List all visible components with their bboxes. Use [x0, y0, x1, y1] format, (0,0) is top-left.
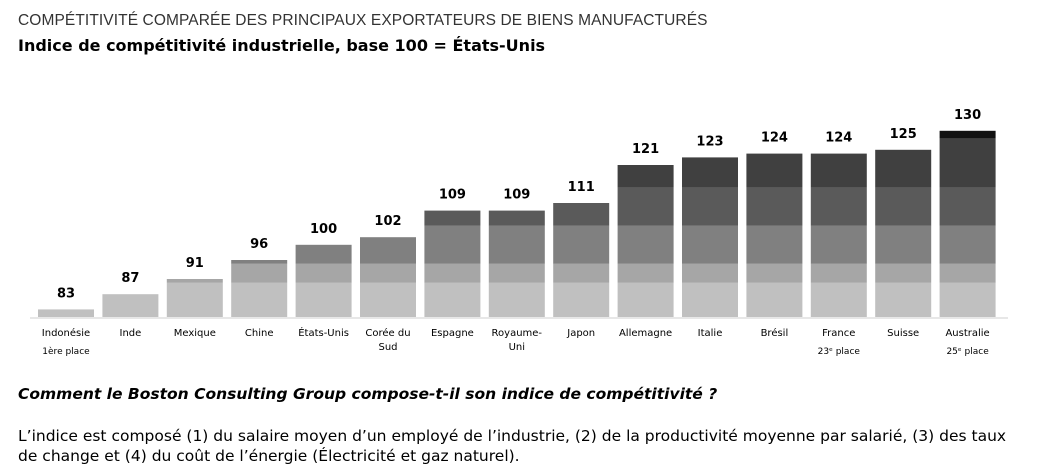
bar-segment	[488, 263, 545, 283]
category-label: Sud	[378, 342, 397, 353]
bar-segment	[553, 263, 610, 283]
bar-segment	[746, 187, 803, 226]
bar-segment	[746, 225, 803, 264]
value-label: 123	[696, 134, 723, 149]
value-label: 130	[954, 108, 981, 123]
bar-segment	[424, 263, 481, 283]
value-label: 96	[250, 237, 268, 252]
category-label: Chine	[245, 328, 274, 339]
bar-segment	[231, 260, 288, 264]
category-label: Uni	[509, 342, 525, 353]
rank-note: 1ère place	[42, 346, 90, 357]
bar-segment	[553, 225, 610, 264]
category-label: Mexique	[174, 328, 216, 339]
bar-segment	[875, 225, 932, 264]
bar-segment	[166, 282, 223, 317]
category-label: France	[822, 328, 855, 339]
bar-segment	[682, 157, 738, 188]
rank-note: 23ᵉ place	[818, 347, 861, 357]
bar-segment	[488, 210, 545, 226]
bar-segment	[939, 138, 996, 188]
bar-segment	[231, 263, 288, 283]
value-label: 109	[503, 188, 530, 203]
value-label: 100	[310, 222, 337, 237]
bar-segment	[617, 282, 674, 317]
bar-segment	[682, 225, 738, 264]
bar-segment	[875, 282, 932, 317]
category-label: Royaume-	[492, 328, 543, 339]
category-label: Inde	[120, 328, 142, 339]
value-label: 124	[761, 131, 788, 146]
value-label: 102	[374, 214, 401, 229]
category-label: Espagne	[431, 328, 474, 339]
bar-segment	[617, 263, 674, 283]
category-label: États-Unis	[298, 326, 349, 339]
bar-segment	[295, 244, 352, 264]
bar-segment	[617, 187, 674, 226]
category-label: Australie	[945, 328, 989, 339]
bar-segment	[488, 282, 545, 317]
bar-segment	[746, 153, 803, 188]
bar-segment	[939, 187, 996, 226]
bar-segment	[38, 309, 94, 317]
bar-segment	[810, 282, 867, 317]
value-label: 87	[121, 271, 139, 286]
bar-segment	[939, 130, 996, 139]
bar-segment	[295, 282, 352, 317]
value-label: 109	[439, 188, 466, 203]
category-label: Suisse	[887, 328, 919, 339]
bar-chart: 83 87 91 96 100 102 109 109 111 121 123 124 124 125 13…	[30, 108, 1008, 357]
chart-title: COMPÉTITIVITÉ COMPARÉE DES PRINCIPAUX EX…	[18, 12, 708, 29]
bar-segment	[617, 225, 674, 264]
bar-segment	[360, 237, 416, 264]
category-label: Corée du	[365, 327, 410, 339]
rank-note: 25ᵉ place	[946, 347, 989, 357]
bar-segment	[875, 263, 932, 283]
value-label: 111	[568, 180, 595, 195]
bar-segment	[939, 282, 996, 317]
bar-segment	[424, 225, 481, 264]
category-labels-group: Indonésie 1ère place Inde Mexique Chine États…	[42, 326, 990, 357]
bars-group	[38, 130, 996, 317]
bar-segment	[875, 187, 932, 226]
bar-segment	[746, 263, 803, 283]
bar-segment	[810, 153, 867, 188]
bar-segment	[424, 282, 481, 317]
bar-segment	[939, 263, 996, 283]
bar-segment	[424, 210, 481, 226]
bar-segment	[360, 263, 416, 283]
value-label: 125	[890, 127, 917, 142]
category-label: Indonésie	[42, 327, 90, 339]
bar-segment	[553, 203, 610, 226]
bar-segment	[488, 225, 545, 264]
category-label: Italie	[698, 328, 723, 339]
value-label: 83	[57, 286, 75, 301]
category-label: Allemagne	[619, 328, 672, 339]
bar-segment	[682, 282, 738, 317]
description-text: L’indice est composé (1) du salaire moye…	[18, 427, 1007, 465]
value-labels-group: 83 87 91 96 100 102 109 109 111 121 123 124 124 125 13…	[57, 108, 981, 302]
bar-segment	[682, 187, 738, 226]
bar-segment	[746, 282, 803, 317]
bar-segment	[682, 263, 738, 283]
bar-segment	[553, 282, 610, 317]
bar-segment	[166, 279, 223, 283]
value-label: 124	[825, 131, 852, 146]
bar-segment	[360, 282, 416, 317]
category-label: Brésil	[761, 327, 789, 339]
value-label: 121	[632, 142, 659, 157]
chart-subtitle: Indice de compétitivité industrielle, ba…	[18, 36, 546, 55]
value-label: 91	[186, 256, 204, 271]
bar-segment	[875, 149, 932, 188]
bar-segment	[102, 294, 159, 317]
bar-segment	[617, 165, 674, 188]
bar-segment	[810, 263, 867, 283]
category-label: Japon	[566, 328, 595, 339]
bar-segment	[810, 187, 867, 226]
bar-segment	[295, 263, 352, 283]
bar-segment	[231, 282, 288, 317]
bar-segment	[939, 225, 996, 264]
question-heading: Comment le Boston Consulting Group compo…	[18, 385, 718, 403]
bar-segment	[810, 225, 867, 264]
